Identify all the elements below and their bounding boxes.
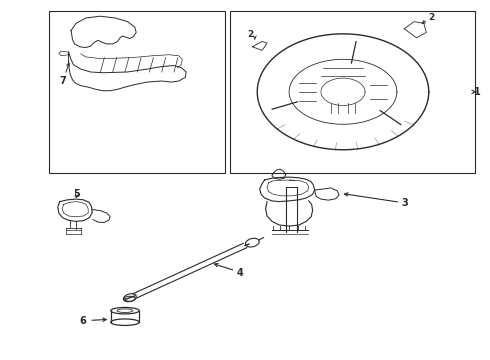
Bar	[49, 11, 225, 173]
Text: 2: 2	[247, 30, 253, 39]
Text: 4: 4	[237, 267, 244, 278]
Bar	[230, 11, 475, 173]
Text: 1: 1	[473, 87, 480, 97]
Text: 6: 6	[79, 316, 86, 326]
Text: 3: 3	[402, 198, 409, 208]
Text: 2: 2	[428, 13, 434, 22]
Text: 7: 7	[59, 76, 66, 86]
Text: 5: 5	[74, 189, 80, 199]
